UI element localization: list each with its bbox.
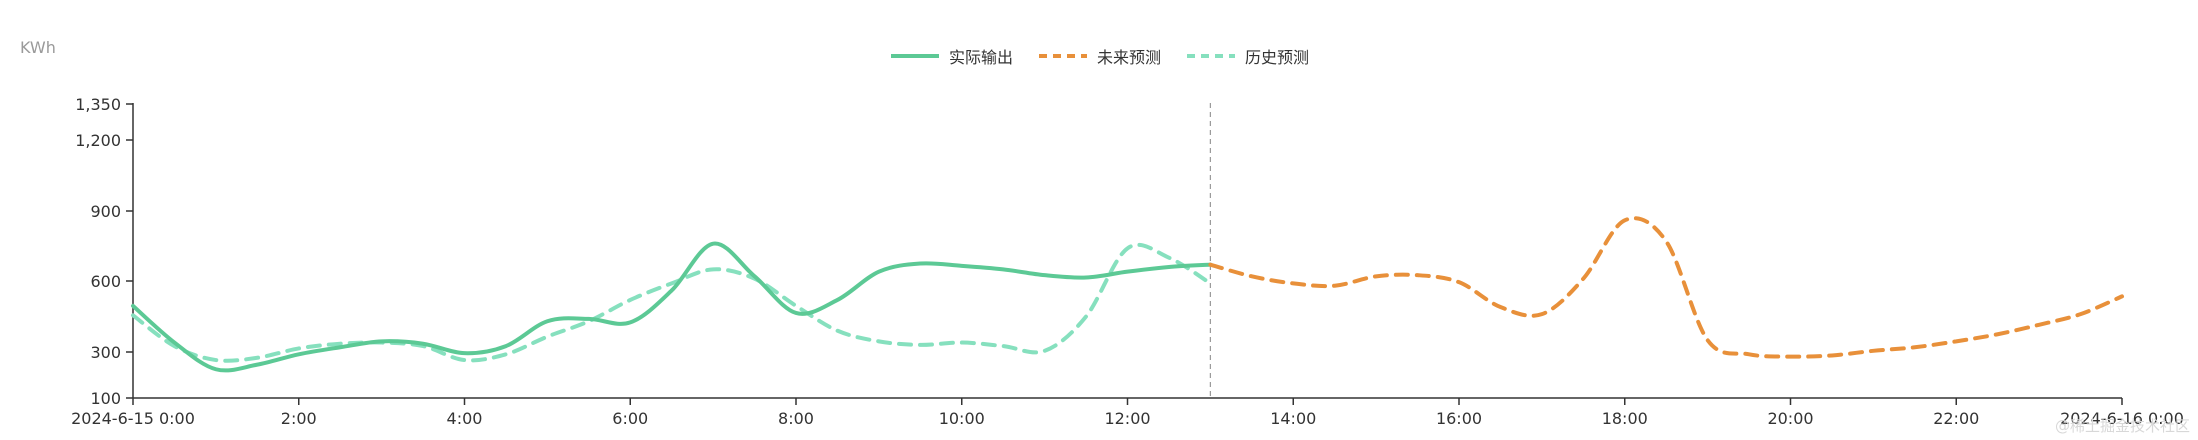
x-tick-label: 16:00 — [1436, 409, 1482, 428]
legend-actual-output[interactable]: 实际输出 — [889, 44, 1013, 68]
legend-history-forecast[interactable]: 历史预测 — [1185, 44, 1309, 68]
x-tick-label: 22:00 — [1933, 409, 1979, 428]
legend-actual-output-swatch — [890, 54, 939, 58]
legend-future-forecast-swatch — [1038, 54, 1087, 58]
series-future-forecast-line — [1208, 216, 2124, 359]
legend-future-forecast-label: 未来预测 — [1096, 48, 1161, 67]
x-tick-label: 2024-6-16 0:00 — [2060, 409, 2184, 428]
x-tick-label: 2:00 — [281, 409, 317, 428]
watermark: @稀土掘金技术社区 — [2054, 417, 2190, 435]
y-tick-label: 600 — [90, 272, 121, 291]
y-tick-label: 1,200 — [75, 131, 121, 150]
legend-future-forecast[interactable]: 未来预测 — [1037, 44, 1161, 68]
series-actual-output-line — [131, 241, 1213, 373]
x-tick-label: 6:00 — [612, 409, 648, 428]
legend-history-forecast-swatch — [1187, 54, 1235, 58]
y-tick-label: 1,350 — [75, 95, 121, 114]
x-tick-label: 4:00 — [447, 409, 483, 428]
series-history-forecast-line — [131, 242, 1213, 363]
chart-legend: 实际输出 未来预测 历史预测 — [0, 44, 2198, 68]
x-tick-label: 2024-6-15 0:00 — [71, 409, 195, 428]
y-tick-label: 100 — [90, 389, 121, 408]
x-tick-label: 18:00 — [1602, 409, 1648, 428]
x-tick-label: 14:00 — [1270, 409, 1316, 428]
x-tick-label: 20:00 — [1767, 409, 1813, 428]
x-tick-label: 8:00 — [778, 409, 814, 428]
y-tick-label: 300 — [90, 343, 121, 362]
x-tick-label: 10:00 — [939, 409, 985, 428]
y-unit-label: KWh — [20, 38, 56, 57]
legend-history-forecast-label: 历史预测 — [1245, 48, 1310, 67]
y-tick-label: 900 — [90, 202, 121, 221]
legend-actual-output-label: 实际输出 — [948, 48, 1013, 67]
x-tick-label: 12:00 — [1104, 409, 1150, 428]
